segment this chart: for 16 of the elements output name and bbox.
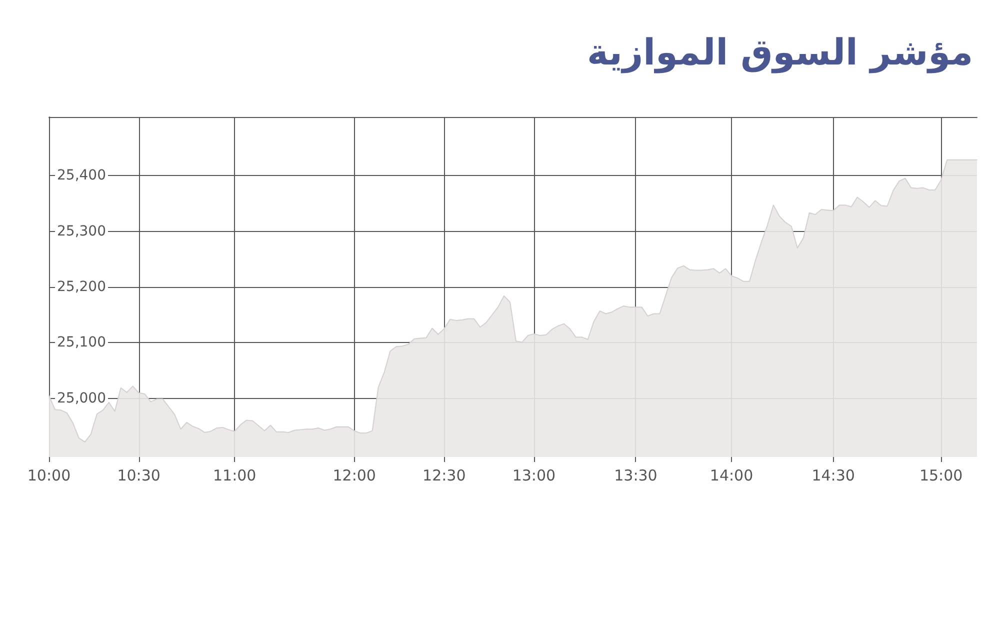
x-tick-label: 12:30 <box>422 466 466 484</box>
x-tick-label: 10:30 <box>117 466 160 484</box>
x-tick-label: 14:30 <box>812 466 855 484</box>
x-tick-label: 13:30 <box>614 466 658 484</box>
y-tick-label: 25,200 <box>57 279 106 295</box>
x-tick-label: 15:00 <box>919 466 963 484</box>
y-tick-label: 25,400 <box>57 168 106 184</box>
chart-title: مؤشر السوق الموازية <box>587 32 974 74</box>
x-tick-label: 12:00 <box>332 466 376 484</box>
y-tick-label: 25,000 <box>57 390 106 406</box>
x-tick-label: 13:00 <box>512 466 556 484</box>
x-tick-label: 11:00 <box>212 466 256 484</box>
y-tick-label: 25,100 <box>57 334 106 351</box>
x-tick-label: 14:00 <box>710 466 754 484</box>
x-tick-label: 10:00 <box>27 466 71 484</box>
y-tick-label: 25,300 <box>57 223 106 240</box>
